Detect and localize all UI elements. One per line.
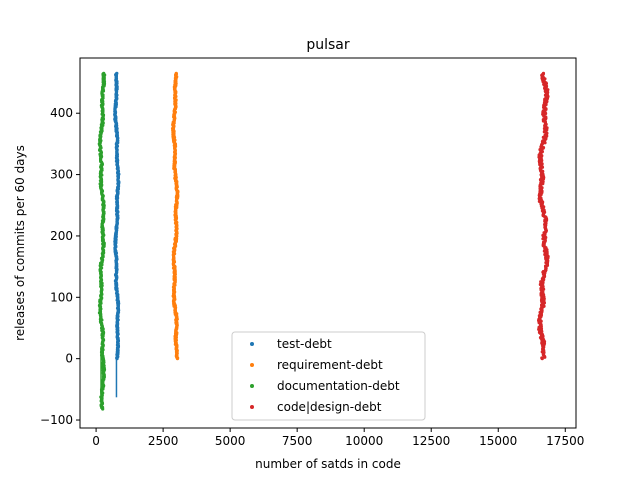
- data-point: [102, 71, 106, 75]
- data-point: [541, 71, 546, 75]
- legend-marker: [250, 384, 254, 388]
- legend-label: code|design-debt: [277, 400, 382, 414]
- y-tick-label: 200: [50, 229, 73, 243]
- series-requirement-debt: [170, 71, 180, 361]
- y-axis: −100 0 100 200 300 400: [40, 106, 80, 427]
- legend: test-debt requirement-debt documentation-d…: [231, 331, 426, 421]
- series-documentation-debt: [97, 71, 107, 411]
- plot-frame: [79, 57, 577, 429]
- x-tick-label: 5000: [215, 434, 246, 448]
- y-tick-label: 400: [50, 106, 73, 120]
- x-axis-title: number of satds in code: [255, 457, 401, 471]
- legend-marker: [250, 405, 254, 409]
- legend-marker: [250, 342, 254, 346]
- y-axis-title: releases of commits per 60 days: [13, 145, 27, 341]
- x-tick-label: 17500: [546, 434, 584, 448]
- x-axis: 0 2500 5000 7500 10000 12500 15000 17500: [92, 428, 584, 448]
- x-tick-label: 12500: [412, 434, 450, 448]
- y-tick-label: 100: [50, 290, 73, 304]
- chart-title: pulsar: [306, 37, 350, 53]
- legend-box: [231, 331, 426, 421]
- y-tick-label: −100: [40, 413, 73, 427]
- legend-label: documentation-debt: [277, 379, 400, 393]
- legend-marker: [250, 363, 254, 367]
- x-tick-label: 2500: [148, 434, 179, 448]
- series-code-design-debt: [536, 71, 550, 361]
- x-tick-label: 10000: [345, 434, 383, 448]
- data-point: [540, 356, 544, 360]
- data-point: [174, 71, 178, 75]
- y-tick-label: 0: [65, 352, 73, 366]
- data-point: [115, 71, 119, 75]
- legend-label: test-debt: [277, 337, 332, 351]
- points-layer: [97, 71, 550, 411]
- x-tick-label: 0: [92, 434, 100, 448]
- series-test-debt: [113, 71, 121, 398]
- x-tick-label: 7500: [282, 434, 313, 448]
- y-tick-label: 300: [50, 168, 73, 182]
- x-tick-label: 15000: [479, 434, 517, 448]
- legend-label: requirement-debt: [277, 358, 383, 372]
